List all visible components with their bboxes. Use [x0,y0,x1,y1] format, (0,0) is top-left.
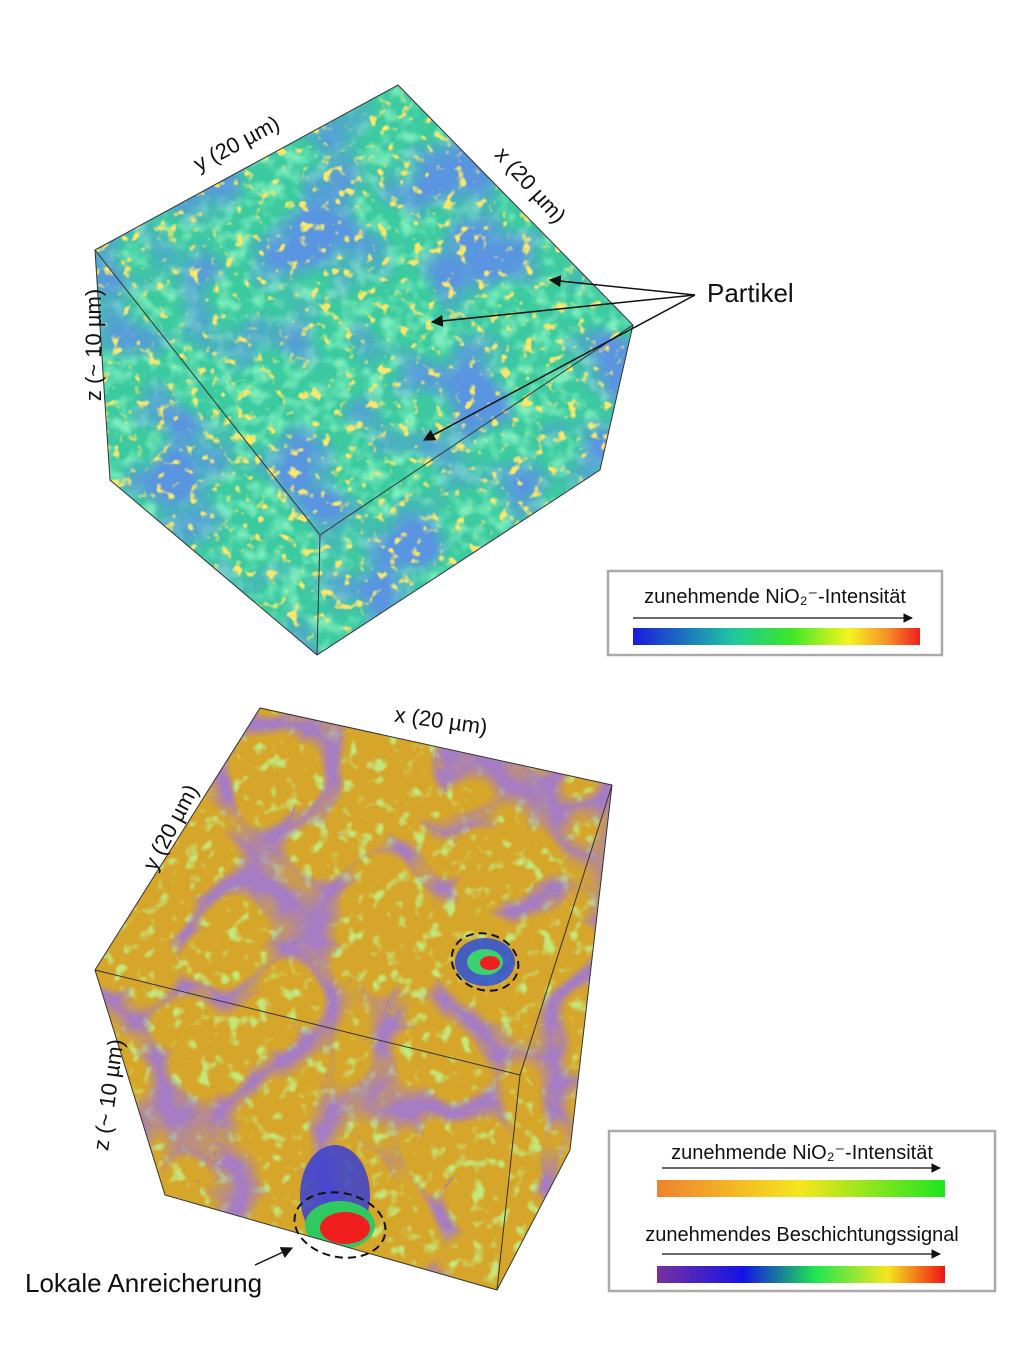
top-cube-edges [94,84,634,656]
color-bar [657,1180,945,1197]
legend-label: zunehmende NiO₂⁻-Intensität [671,1142,933,1164]
annotation: Lokale Anreicherung [25,1268,262,1298]
bottom-cube [95,708,612,1290]
annotation: Partikel [707,278,794,308]
axis-label: z (~ 10 µm) [81,289,106,401]
axis-label: x (20 µm) [393,702,489,740]
legend-box [607,1129,997,1293]
annotation-arrow [254,1247,294,1266]
highlight-ellipses [293,932,520,1259]
axis-label: z (~ 10 µm) [88,1037,128,1152]
color-bar [657,1266,945,1283]
legend-label: zunehmende NiO₂⁻-Intensität [644,586,906,608]
legend-label: zunehmendes Beschichtungssignal [645,1224,959,1246]
annotation-arrows [422,275,696,441]
bottom-cube-edges [94,707,613,1291]
color-bar [633,628,920,645]
